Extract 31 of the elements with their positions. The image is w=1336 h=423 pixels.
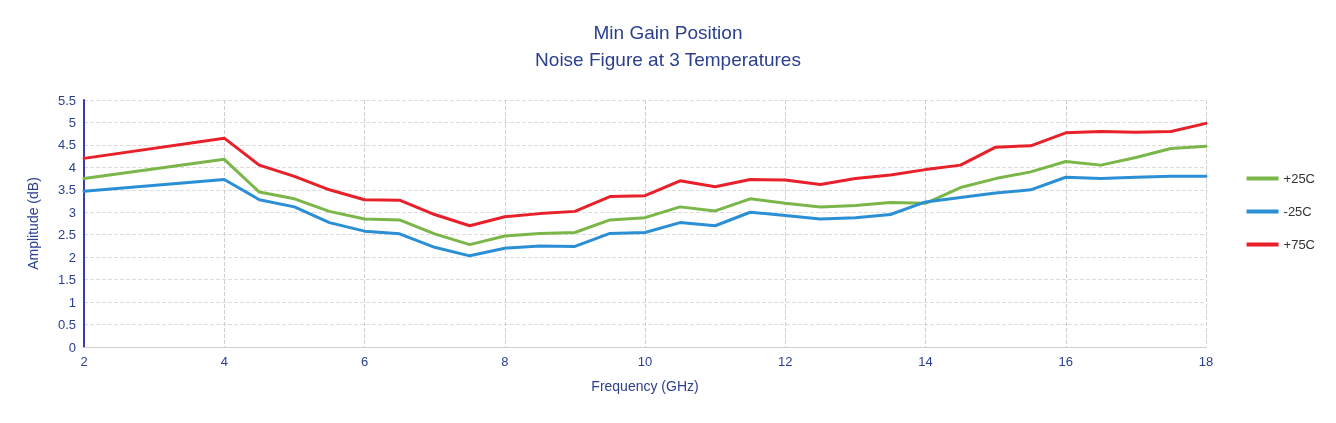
x-tick-label: 16 [1058, 354, 1073, 369]
legend-label: +25C [1283, 171, 1316, 186]
x-tick-label: 8 [501, 354, 509, 369]
x-tick-label: 2 [80, 354, 88, 369]
y-tick-label: 5.5 [57, 92, 76, 108]
y-tick-label: 0 [68, 339, 76, 355]
y-tick-label: 1 [68, 294, 76, 310]
legend-label: -25C [1283, 204, 1312, 219]
y-tick-label: 3 [68, 204, 76, 220]
y-tick-label: 1.5 [57, 272, 76, 288]
line-series [82, 144, 1208, 247]
x-tick-label: 14 [918, 354, 933, 369]
y-axis-title: Amplitude (dB) [25, 177, 41, 270]
x-tick-label: 10 [637, 354, 653, 369]
x-tick-label: 4 [220, 354, 228, 369]
y-tick-label: 4.5 [57, 137, 76, 153]
y-tick-label: 3.5 [57, 182, 76, 198]
y-tick-label: 0.5 [57, 317, 76, 333]
line-series [82, 174, 1208, 258]
chart-subtitle: Noise Figure at 3 Temperatures [535, 49, 801, 70]
y-tick-label: 2 [68, 249, 76, 265]
line-series [82, 121, 1208, 228]
y-tick-label: 4 [68, 159, 76, 175]
x-tick-label: 12 [778, 354, 793, 369]
x-tick-label: 6 [360, 354, 369, 369]
legend-label: +75C [1283, 237, 1316, 252]
x-axis-title: Frequency (GHz) [591, 378, 699, 394]
chart-title: Min Gain Position [593, 22, 743, 43]
x-tick-label: 18 [1198, 354, 1214, 369]
y-tick-label: 5 [68, 114, 76, 130]
y-tick-label: 2.5 [57, 227, 76, 243]
